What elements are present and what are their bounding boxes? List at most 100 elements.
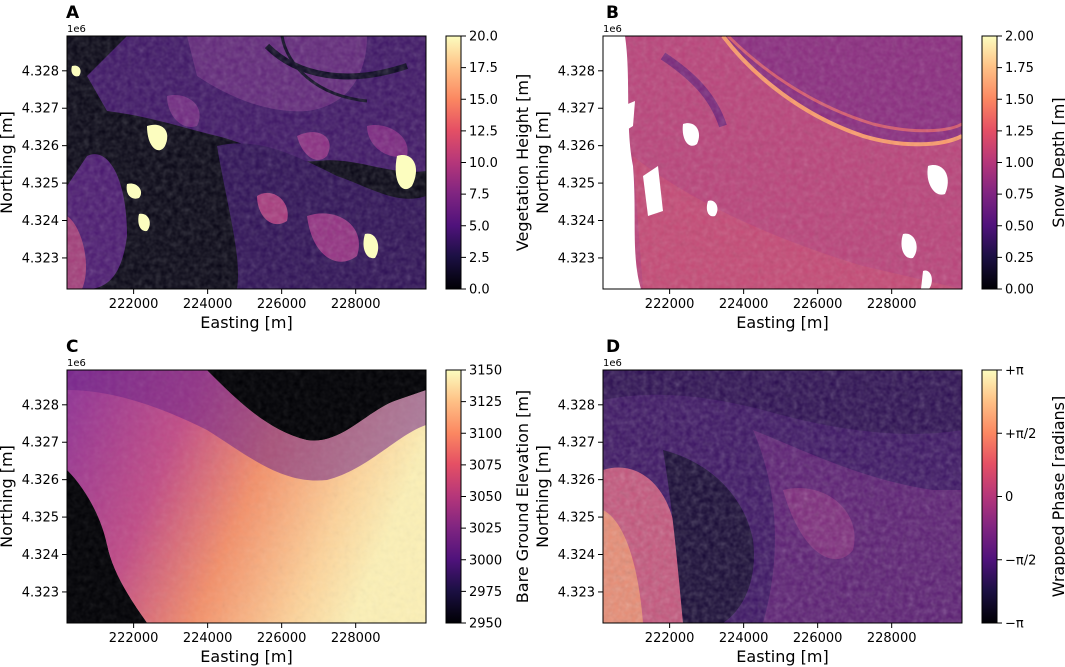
y-tick-label: 4.324 [22,548,59,563]
colorbar [981,35,998,290]
colorbar-tick-label: 20.0 [469,30,498,45]
colorbar-tick-label: 1.00 [1005,156,1034,171]
colorbar-tick-label: −π [1005,617,1024,632]
colorbar [445,369,462,624]
colorbar-tick-label: 1.75 [1005,61,1034,76]
x-tick-label: 228000 [331,297,381,312]
colorbar-tick-label: 2950 [469,617,502,632]
colorbar-tick-label: 0.00 [1005,283,1034,298]
panel-b: B [602,3,963,290]
axes-frame [602,369,963,624]
colorbar-tick-label: −π/2 [1005,553,1036,568]
panel-axes-d: 222000 224000 226000 228000 4.328 4.327 4.326 4… [533,358,1065,666]
y-offset-label: 1e6 [67,24,86,35]
colorbar [981,369,998,624]
y-axis-label: Northing [m] [0,111,16,214]
y-axis-label: Northing [m] [533,111,552,214]
y-tick-label: 4.326 [22,473,59,488]
x-tick-label: 224000 [183,631,233,646]
y-tick-label: 4.327 [22,102,59,117]
colorbar-tick-label: 7.5 [469,188,490,203]
panel-letter: B [606,3,619,23]
x-axis-label: Easting [m] [736,313,828,332]
y-tick-label: 4.326 [22,139,59,154]
colorbar-tick-label: 12.5 [469,124,498,139]
panel-letter: C [66,337,78,357]
colorbar-label: Bare Ground Elevation [m] [513,390,532,603]
x-tick-label: 226000 [257,631,307,646]
colorbar-tick-label: 2975 [469,585,502,600]
y-axis-label: Northing [m] [0,445,16,548]
y-tick-label: 4.327 [22,436,59,451]
y-tick-label: 4.327 [558,436,595,451]
y-tick-label: 4.325 [22,511,59,526]
colorbar-tick-label: 10.0 [469,156,498,171]
y-tick-label: 4.326 [558,139,595,154]
colorbar-tick-label: 2.00 [1005,30,1034,45]
colorbar-label: Snow Depth [m] [1049,97,1065,227]
panel-c: C [66,337,427,624]
axes-frame [66,369,427,624]
panel-axes-b: 222000 224000 226000 228000 4.328 4.327 4.326 4… [533,24,1065,332]
colorbar-tick-label: 17.5 [469,61,498,76]
y-tick-label: 4.328 [558,398,595,413]
panel-d: D [602,337,963,624]
x-tick-label: 228000 [867,297,917,312]
colorbar-label: Wrapped Phase [radians] [1049,396,1065,598]
x-tick-label: 228000 [331,631,381,646]
y-offset-label: 1e6 [603,24,622,35]
y-tick-label: 4.324 [22,214,59,229]
axes-frame [66,35,427,290]
x-tick-label: 226000 [793,631,843,646]
x-tick-label: 226000 [793,297,843,312]
x-tick-label: 222000 [109,631,159,646]
colorbar-tick-label: 3050 [469,490,502,505]
colorbar-tick-label: 1.25 [1005,124,1034,139]
colorbar-tick-label: 3100 [469,427,502,442]
colorbar-tick-label: 0.0 [469,283,490,298]
x-axis-label: Easting [m] [200,647,292,666]
colorbar-tick-label: 0.25 [1005,251,1034,266]
panel-axes-c: 222000 224000 226000 228000 4.328 4.327 4.326 4… [0,358,532,666]
colorbar-tick-label: 0.75 [1005,188,1034,203]
colorbar-tick-label: 5.0 [469,219,490,234]
colorbar-tick-label: 3000 [469,553,502,568]
y-offset-label: 1e6 [603,358,622,369]
y-tick-label: 4.323 [558,251,595,266]
colorbar-tick-label: 3150 [469,364,502,379]
y-offset-label: 1e6 [67,358,86,369]
colorbar-tick-label: 2.5 [469,251,490,266]
x-tick-label: 228000 [867,631,917,646]
colorbar-tick-label: +π [1005,364,1024,379]
colorbar [445,35,462,290]
x-tick-label: 224000 [183,297,233,312]
heatmap-image [603,36,962,289]
heatmap-image [603,370,962,623]
y-axis-label: Northing [m] [533,445,552,548]
heatmap-image [67,370,426,623]
x-tick-label: 226000 [257,297,307,312]
panel-axes-a: 222000 224000 226000 228000 4.328 4.327 4.326 4… [0,24,532,332]
y-tick-label: 4.328 [22,64,59,79]
colorbar-tick-label: +π/2 [1005,427,1036,442]
x-axis-label: Easting [m] [736,647,828,666]
panel-letter: A [66,3,80,23]
colorbar-tick-label: 0.50 [1005,219,1034,234]
x-tick-label: 224000 [719,297,769,312]
colorbar-tick-label: 3125 [469,395,502,410]
y-tick-label: 4.324 [558,548,595,563]
colorbar-tick-label: 3025 [469,522,502,537]
x-axis-label: Easting [m] [200,313,292,332]
y-tick-label: 4.324 [558,214,595,229]
colorbar-tick-label: 15.0 [469,93,498,108]
colorbar-tick-label: 3075 [469,458,502,473]
panel-a: A [66,3,427,290]
colorbar-tick-label: 1.50 [1005,93,1034,108]
y-tick-label: 4.326 [558,473,595,488]
colorbar-label: Vegetation Height [m] [513,74,532,251]
y-tick-label: 4.327 [558,102,595,117]
panel-letter: D [606,337,620,357]
axes-frame [602,35,963,290]
x-tick-label: 222000 [645,631,695,646]
